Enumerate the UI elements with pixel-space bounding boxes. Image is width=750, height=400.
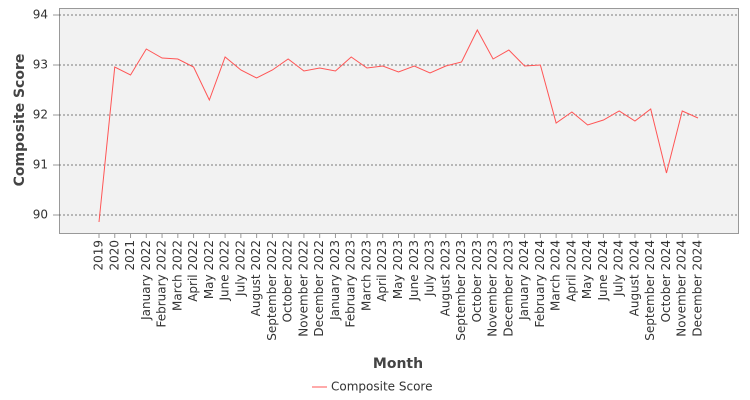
- x-tick-label: May 2022: [202, 240, 216, 299]
- x-tick-label: May 2023: [391, 240, 405, 299]
- x-tick-label: November 2024: [675, 240, 689, 337]
- y-tick-label: 93: [33, 58, 48, 72]
- x-tick-label: November 2023: [486, 240, 500, 337]
- x-tick-label: January 2023: [328, 240, 342, 321]
- y-tick-label: 94: [33, 8, 48, 22]
- x-tick-label: February 2022: [155, 240, 169, 328]
- x-tick-label: March 2023: [359, 240, 373, 311]
- x-tick-label: September 2023: [454, 240, 468, 341]
- x-tick-label: October 2022: [281, 240, 295, 322]
- x-axis-title: Month: [373, 356, 423, 372]
- y-tick-label: 91: [33, 158, 48, 172]
- x-tick-label: December 2022: [312, 240, 326, 337]
- x-tick-label: August 2022: [249, 240, 263, 316]
- x-tick-label: April 2022: [186, 240, 200, 302]
- x-tick-label: September 2024: [643, 240, 657, 341]
- x-tick-label: September 2022: [265, 240, 279, 341]
- legend-label: Composite Score: [331, 380, 432, 394]
- x-tick-label: January 2024: [517, 240, 531, 321]
- x-tick-label: December 2023: [501, 240, 515, 337]
- x-tick-label: July 2024: [612, 240, 626, 297]
- x-tick-label: June 2023: [407, 240, 421, 302]
- x-tick-label: August 2024: [627, 240, 641, 316]
- x-tick-label: June 2022: [218, 240, 232, 302]
- x-tick-label: 2021: [123, 240, 137, 271]
- x-tick-label: 2020: [107, 240, 121, 271]
- x-tick-label: February 2023: [344, 240, 358, 328]
- x-tick-label: February 2024: [533, 240, 547, 328]
- x-tick-label: December 2024: [691, 240, 705, 337]
- x-tick-label: June 2024: [596, 240, 610, 302]
- line: [98, 28, 699, 223]
- x-tick-label: April 2024: [564, 240, 578, 302]
- x-tick-label: October 2023: [470, 240, 484, 322]
- x-tick-label: 2019: [92, 240, 106, 271]
- x-tick-label: March 2022: [170, 240, 184, 311]
- x-tick-label: July 2023: [423, 240, 437, 297]
- y-axis-title: Composite Score: [12, 54, 28, 187]
- y-tick-label: 92: [33, 108, 48, 122]
- x-tick-label: August 2023: [438, 240, 452, 316]
- x-tick-label: May 2024: [580, 240, 594, 299]
- x-tick-label: October 2024: [659, 240, 673, 322]
- x-tick-label: November 2022: [296, 240, 310, 337]
- x-tick-label: January 2022: [139, 240, 153, 321]
- x-tick-label: April 2023: [375, 240, 389, 302]
- x-tick-label: March 2024: [549, 240, 563, 311]
- x-tick-label: July 2022: [233, 240, 247, 297]
- plot-area: [59, 8, 739, 234]
- y-tick-label: 90: [33, 208, 48, 222]
